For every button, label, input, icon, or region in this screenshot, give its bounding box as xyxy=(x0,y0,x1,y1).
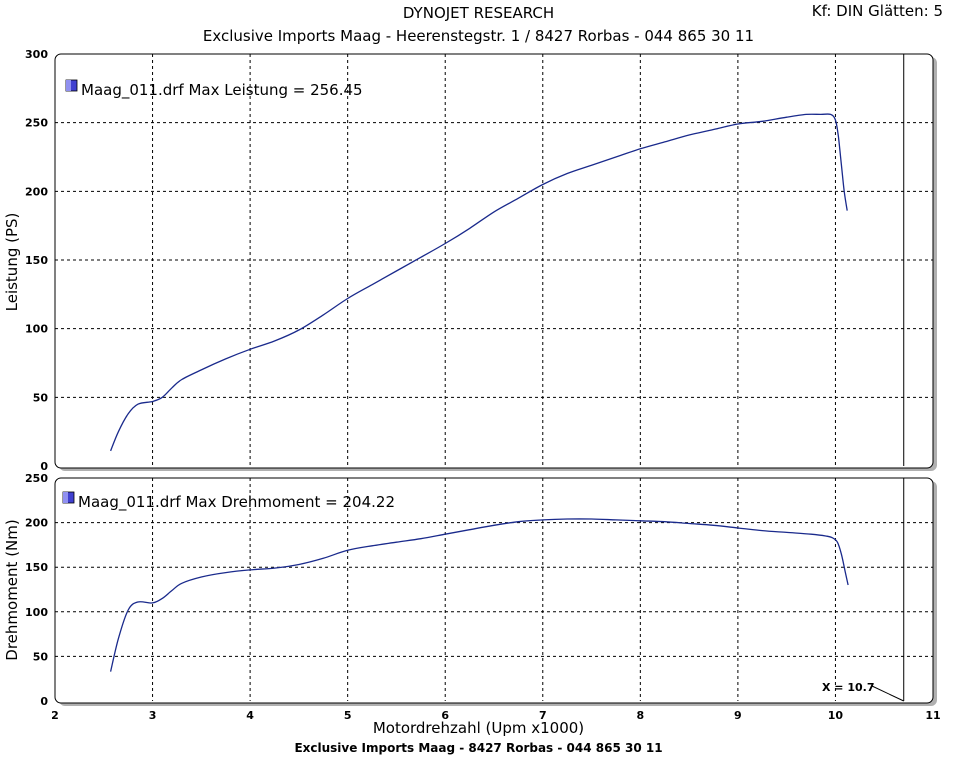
torque-legend-label: Maag_011.drf Max Drehmoment = 204.22 xyxy=(78,493,395,512)
correction-info: Kf: DIN Glätten: 5 xyxy=(811,2,943,20)
torque-y-tick-label: 200 xyxy=(25,517,48,530)
power-curve xyxy=(109,113,848,452)
torque-y-ticks: 0 50 100 150 200 250 xyxy=(25,472,48,708)
torque-grid xyxy=(55,478,933,701)
torque-y-tick-label: 50 xyxy=(33,650,49,663)
x-tick-label: 4 xyxy=(246,709,254,722)
x-tick-label: 5 xyxy=(344,709,352,722)
x-tick-label: 10 xyxy=(828,709,844,722)
power-panel xyxy=(54,53,934,469)
power-y-axis-label: Leistung (PS) xyxy=(3,213,21,312)
x-tick-label: 7 xyxy=(539,709,547,722)
torque-y-tick-label: 100 xyxy=(25,606,48,619)
x-tick-label: 8 xyxy=(637,709,645,722)
x-tick-label: 2 xyxy=(51,709,59,722)
power-y-tick-label: 250 xyxy=(25,117,48,130)
power-y-tick-label: 150 xyxy=(25,254,48,267)
power-y-tick-label: 0 xyxy=(40,460,48,473)
power-y-tick-label: 100 xyxy=(25,323,48,336)
torque-curve xyxy=(109,518,849,672)
torque-panel xyxy=(54,477,934,704)
torque-y-tick-label: 0 xyxy=(40,695,48,708)
power-y-tick-label: 50 xyxy=(33,391,49,404)
torque-legend-swatch-highlight xyxy=(63,492,68,503)
x-tick-label: 9 xyxy=(734,709,742,722)
x-tick-label: 3 xyxy=(149,709,157,722)
x-tick-label: 11 xyxy=(925,709,940,722)
footer-text: Exclusive Imports Maag - 8427 Rorbas - 0… xyxy=(294,741,663,755)
power-grid xyxy=(55,54,933,466)
power-legend-swatch-highlight xyxy=(66,80,71,91)
power-y-tick-label: 300 xyxy=(25,48,48,61)
torque-y-tick-label: 250 xyxy=(25,472,48,485)
x-axis-label: Motordrehzahl (Upm x1000) xyxy=(372,719,585,737)
torque-y-tick-label: 150 xyxy=(25,561,48,574)
cursor-annotation-leader xyxy=(871,685,904,702)
cursor-annotation: X = 10.7 xyxy=(822,681,875,694)
x-tick-label: 6 xyxy=(441,709,449,722)
chart-title: DYNOJET RESEARCH xyxy=(402,4,555,22)
x-ticks: 2 3 4 5 6 7 8 9 10 11 xyxy=(51,709,940,722)
chart-subtitle: Exclusive Imports Maag - Heerenstegstr. … xyxy=(202,27,755,45)
power-y-ticks: 0 50 100 150 200 250 300 xyxy=(25,48,48,473)
power-legend-label: Maag_011.drf Max Leistung = 256.45 xyxy=(81,81,363,100)
power-y-tick-label: 200 xyxy=(25,185,48,198)
torque-y-axis-label: Drehmoment (Nm) xyxy=(3,519,21,660)
